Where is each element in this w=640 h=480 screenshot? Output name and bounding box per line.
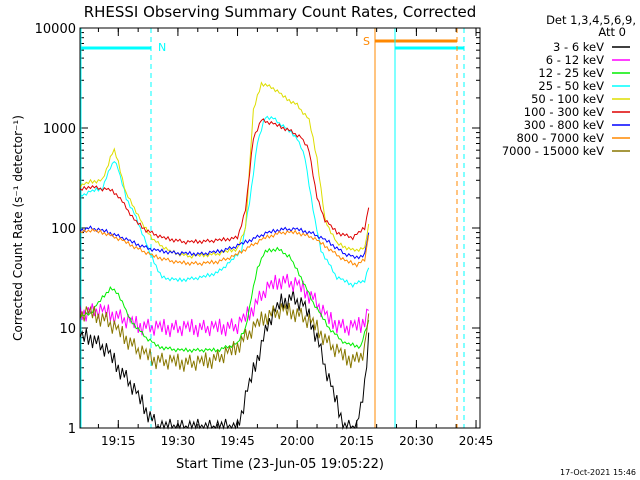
saa-marker-label: S bbox=[363, 35, 370, 48]
series-line bbox=[79, 81, 370, 259]
legend-entry-label: 50 - 100 keV bbox=[531, 92, 604, 106]
y-tick-label: 1 bbox=[68, 422, 76, 437]
y-tick-label: 1000 bbox=[43, 122, 76, 137]
timestamp: 17-Oct-2021 15:46 bbox=[560, 468, 636, 477]
x-tick-label: 19:30 bbox=[161, 434, 196, 448]
x-tick-label: 19:45 bbox=[220, 434, 255, 448]
y-tick-label: 10 bbox=[59, 322, 76, 337]
plot-frame bbox=[79, 27, 481, 429]
series-line bbox=[79, 118, 370, 245]
legend-entry-label: 800 - 7000 keV bbox=[516, 131, 604, 145]
series-line bbox=[79, 225, 370, 260]
x-tick-label: 20:30 bbox=[399, 434, 434, 448]
y-tick-label: 10000 bbox=[35, 22, 76, 37]
legend-entry-label: 7000 - 15000 keV bbox=[502, 144, 604, 158]
x-tick-label: 20:45 bbox=[459, 434, 494, 448]
legend-entry-label: 12 - 25 keV bbox=[538, 66, 604, 80]
y-axis-label: Corrected Count Rate (s⁻¹ detector⁻¹) bbox=[11, 115, 25, 341]
series-line bbox=[79, 273, 369, 338]
x-tick-label: 20:00 bbox=[280, 434, 315, 448]
chart-title: RHESSI Observing Summary Count Rates, Co… bbox=[84, 3, 477, 21]
x-axis-label: Start Time (23-Jun-05 19:05:22) bbox=[176, 457, 384, 472]
x-tick-label: 20:15 bbox=[339, 434, 374, 448]
legend-entry-label: 100 - 300 keV bbox=[524, 105, 604, 119]
legend-entry-label: 25 - 50 keV bbox=[538, 79, 604, 93]
series-line bbox=[79, 115, 370, 288]
series-line bbox=[79, 289, 370, 430]
legend-header-line-2: Att 0 bbox=[598, 25, 626, 39]
legend-entry-label: 6 - 12 keV bbox=[546, 53, 604, 67]
series-line bbox=[79, 302, 370, 372]
x-tick-label: 19:15 bbox=[101, 434, 136, 448]
legend-entry-label: 300 - 800 keV bbox=[524, 118, 604, 132]
y-tick-label: 100 bbox=[51, 222, 76, 237]
night-marker-label: N bbox=[158, 41, 166, 54]
plot-area bbox=[79, 27, 480, 430]
legend-header-line-1: Det 1,3,4,5,6,9, bbox=[546, 13, 636, 27]
series-line bbox=[79, 246, 370, 354]
legend-entry-label: 3 - 6 keV bbox=[553, 40, 604, 54]
series-line bbox=[79, 228, 370, 268]
